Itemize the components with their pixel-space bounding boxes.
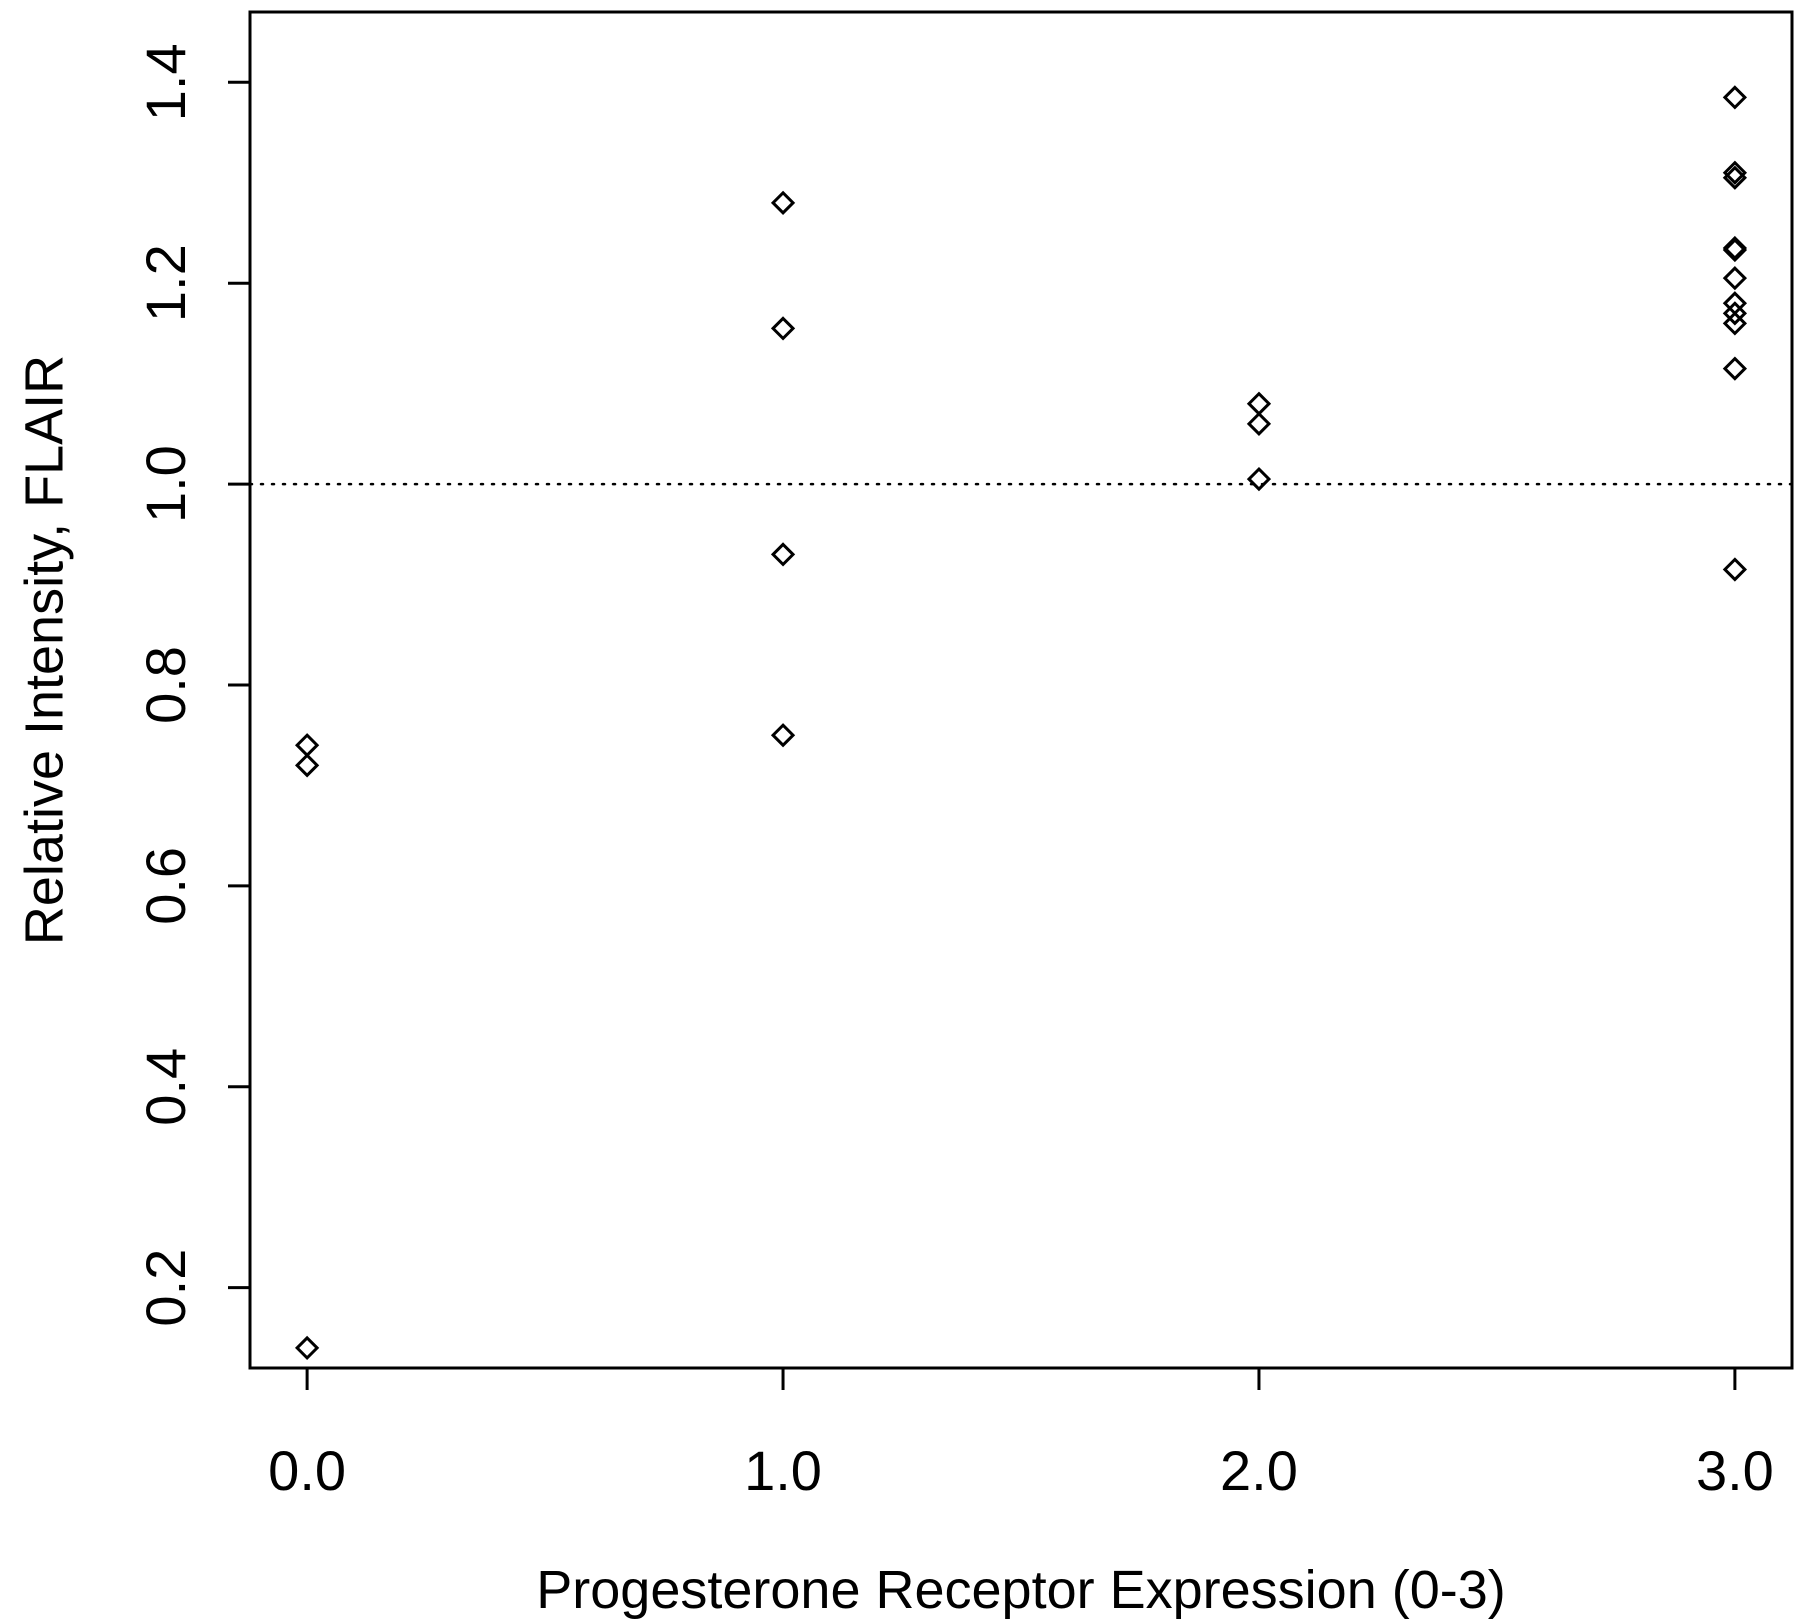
y-axis: 0.2 0.4 0.6 0.8 1.0 1.2 1.4 [134, 43, 250, 1327]
data-point [1722, 356, 1748, 381]
data-point [1722, 85, 1748, 110]
data-points [294, 85, 1748, 1361]
data-point [1722, 160, 1748, 185]
data-point [294, 1335, 320, 1361]
data-point [294, 753, 320, 778]
y-tick-label: 0.4 [134, 1048, 197, 1126]
data-point [1722, 266, 1748, 291]
data-point [770, 316, 796, 341]
x-tick-label: 0.0 [268, 1439, 346, 1502]
data-point [1246, 466, 1272, 492]
y-tick-label: 0.2 [134, 1249, 197, 1327]
y-tick-label: 0.6 [134, 847, 197, 925]
y-tick-label: 1.0 [134, 445, 197, 523]
x-tick-label: 1.0 [744, 1439, 822, 1502]
x-tick-label: 3.0 [1696, 1439, 1774, 1502]
y-tick-label: 1.4 [134, 43, 197, 121]
data-point [1722, 165, 1748, 190]
y-axis-title: Relative Intensity, FLAIR [14, 355, 74, 945]
data-point [1722, 557, 1748, 582]
plot-area [248, 10, 1794, 1370]
y-tick-label: 1.2 [134, 244, 197, 322]
data-point [770, 723, 796, 748]
plot-frame [248, 10, 1794, 1370]
data-point [1722, 301, 1748, 326]
x-axis-title: Progesterone Receptor Expression (0-3) [536, 1560, 1505, 1620]
data-point [1722, 237, 1748, 263]
data-point [1246, 391, 1272, 416]
data-point [1246, 411, 1272, 436]
data-point [1722, 311, 1748, 336]
data-point [294, 733, 320, 758]
x-tick-label: 2.0 [1220, 1439, 1298, 1502]
y-tick-label: 0.8 [134, 646, 197, 724]
data-point [770, 542, 796, 567]
x-axis: 0.0 1.0 2.0 3.0 [268, 1368, 1774, 1502]
data-point [770, 190, 796, 215]
